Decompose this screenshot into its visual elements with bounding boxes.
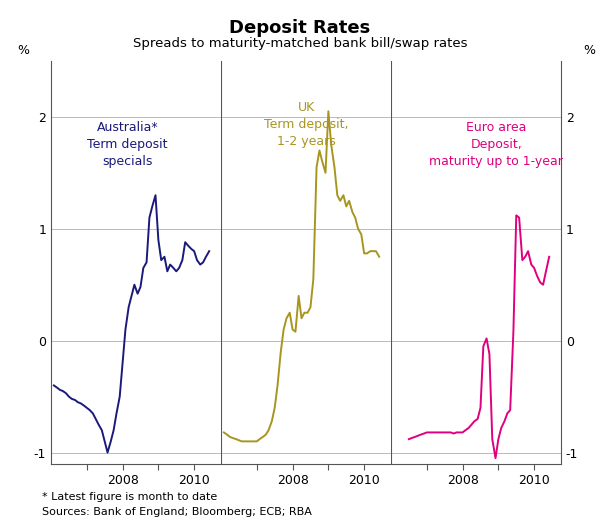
Text: * Latest figure is month to date: * Latest figure is month to date <box>42 492 217 502</box>
Text: Deposit Rates: Deposit Rates <box>229 19 371 37</box>
Text: UK
Term deposit,
1-2 years: UK Term deposit, 1-2 years <box>264 101 348 148</box>
Text: Spreads to maturity-matched bank bill/swap rates: Spreads to maturity-matched bank bill/sw… <box>133 37 467 50</box>
Text: Euro area
Deposit,
maturity up to 1-year: Euro area Deposit, maturity up to 1-year <box>430 121 563 169</box>
Text: %: % <box>583 44 595 57</box>
Text: Sources: Bank of England; Bloomberg; ECB; RBA: Sources: Bank of England; Bloomberg; ECB… <box>42 507 312 517</box>
Text: Australia*
Term deposit
specials: Australia* Term deposit specials <box>87 121 168 169</box>
Text: %: % <box>17 44 29 57</box>
